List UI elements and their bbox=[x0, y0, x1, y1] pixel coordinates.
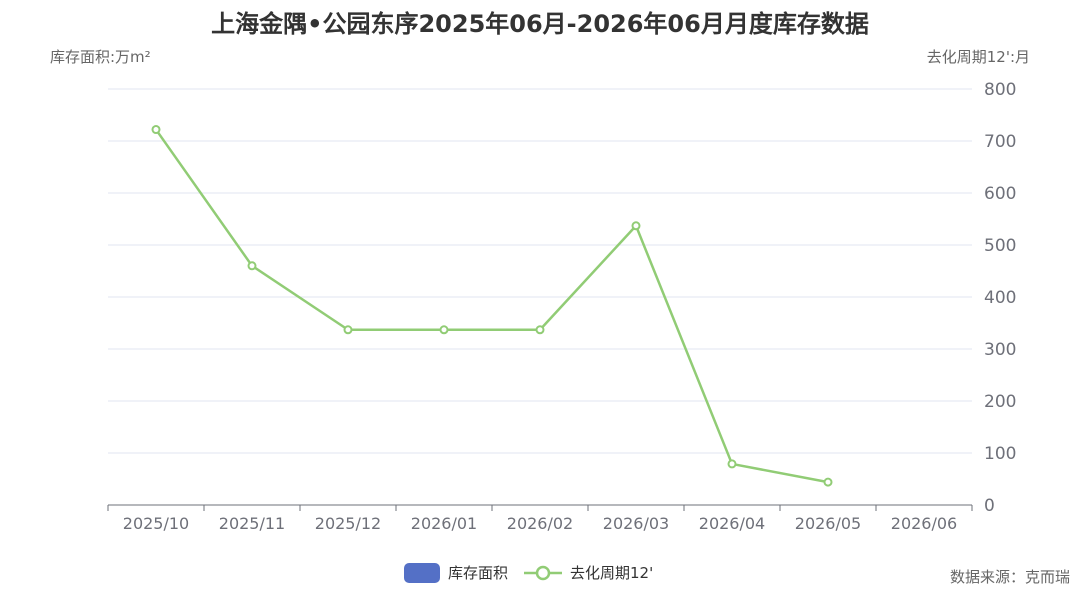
data-point bbox=[439, 325, 449, 335]
x-axis: 2025/10 2025/11 2025/12 2026/01 2026/02 2026/… bbox=[107, 504, 973, 533]
left-axis-label: 库存面积:万m² bbox=[50, 48, 151, 66]
data-point bbox=[727, 459, 737, 469]
x-tick-label: 2025/12 bbox=[315, 514, 381, 533]
data-point bbox=[631, 221, 641, 231]
x-tick-label: 2026/04 bbox=[699, 514, 765, 533]
data-point bbox=[823, 477, 833, 487]
x-tick-label: 2025/11 bbox=[219, 514, 285, 533]
legend-bar-swatch bbox=[404, 562, 440, 583]
legend: 库存面积 去化周期12' bbox=[404, 562, 653, 583]
x-tick-label: 2026/06 bbox=[891, 514, 957, 533]
grid-lines bbox=[108, 88, 972, 454]
y-tick-label: 100 bbox=[984, 444, 1016, 464]
series-line-cycle bbox=[154, 128, 829, 484]
legend-item-cycle[interactable]: 去化周期12' bbox=[524, 562, 653, 583]
x-tick-label: 2026/02 bbox=[507, 514, 573, 533]
y-tick-label: 0 bbox=[984, 496, 995, 516]
x-tick-label: 2026/01 bbox=[411, 514, 477, 533]
legend-label-cycle: 去化周期12' bbox=[570, 564, 654, 582]
y-tick-label: 800 bbox=[984, 80, 1016, 100]
data-point bbox=[535, 325, 545, 335]
right-axis-label: 去化周期12':月 bbox=[926, 48, 1030, 66]
legend-item-inventory[interactable]: 库存面积 bbox=[404, 562, 508, 583]
y-tick-label: 300 bbox=[984, 340, 1016, 360]
y-axis-right: 0 100 200 300 400 500 600 700 800 bbox=[984, 80, 1016, 516]
x-tick-label: 2025/10 bbox=[123, 514, 189, 533]
y-tick-label: 500 bbox=[984, 236, 1016, 256]
data-point bbox=[343, 325, 353, 335]
data-source: 数据来源：克而瑞 bbox=[949, 568, 1070, 586]
chart-title: 上海金隅•公园东序2025年06月-2026年06月月度库存数据 bbox=[211, 10, 869, 38]
x-tick-label: 2026/03 bbox=[603, 514, 669, 533]
data-point bbox=[151, 125, 161, 135]
legend-line-swatch bbox=[524, 565, 563, 580]
legend-label-inventory: 库存面积 bbox=[448, 564, 509, 582]
y-tick-label: 600 bbox=[984, 184, 1016, 204]
y-tick-label: 200 bbox=[984, 392, 1016, 412]
series bbox=[151, 125, 833, 487]
x-tick-label: 2026/05 bbox=[795, 514, 861, 533]
y-tick-label: 400 bbox=[984, 288, 1016, 308]
data-point bbox=[247, 261, 257, 271]
y-tick-label: 700 bbox=[984, 132, 1016, 152]
